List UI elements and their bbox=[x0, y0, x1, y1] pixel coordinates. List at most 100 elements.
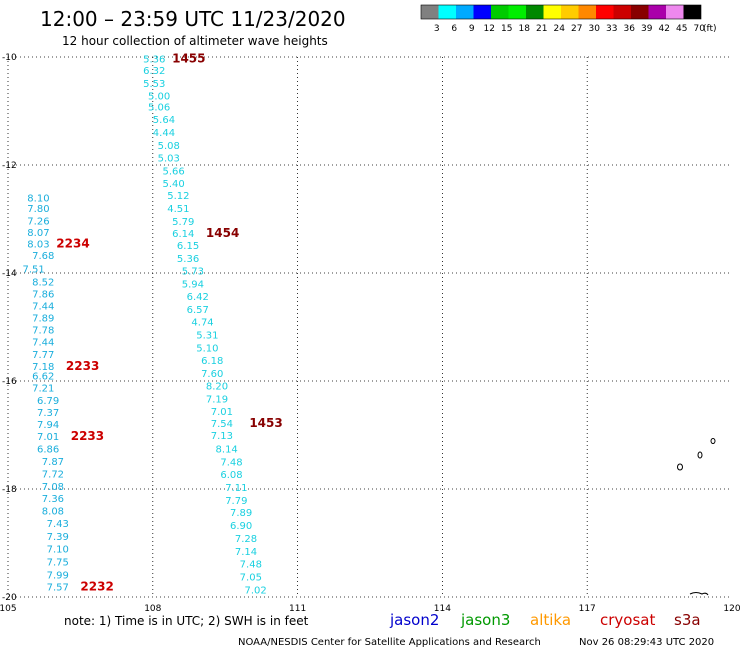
legend-swatch bbox=[613, 5, 631, 19]
wave-height-value: 7.14 bbox=[235, 547, 257, 558]
wave-height-value: 6.32 bbox=[143, 66, 165, 77]
pass-time-labels: 1455 1454 1453 2234 2233 2233 2232 bbox=[56, 52, 282, 594]
legend-swatch bbox=[508, 5, 526, 19]
wave-height-value: 7.44 bbox=[32, 301, 54, 312]
wave-height-value: 7.01 bbox=[37, 432, 59, 443]
satellite-jason2: jason2 bbox=[389, 611, 439, 629]
pass-time-label: 1454 bbox=[206, 226, 239, 240]
legend-swatch bbox=[491, 5, 509, 19]
wave-height-value: 7.08 bbox=[42, 482, 64, 493]
legend-label: 9 bbox=[469, 24, 475, 34]
y-tick-label: -12 bbox=[2, 161, 17, 171]
legend-label: 45 bbox=[676, 24, 687, 34]
footer-note: note: 1) Time is in UTC; 2) SWH is in fe… bbox=[64, 614, 309, 628]
wave-height-value: 7.11 bbox=[225, 483, 247, 494]
legend-swatch bbox=[578, 5, 596, 19]
wave-height-value: 5.36 bbox=[177, 254, 199, 265]
grid bbox=[7, 56, 732, 598]
wave-height-value: 5.53 bbox=[143, 79, 165, 90]
pass-time-label: 1453 bbox=[249, 416, 282, 430]
legend-swatch bbox=[543, 5, 561, 19]
wave-height-value: 7.57 bbox=[47, 583, 69, 594]
y-tick-label: -16 bbox=[2, 377, 17, 387]
wave-height-value: 8.14 bbox=[216, 445, 238, 456]
pass-time-label: 2233 bbox=[66, 359, 99, 373]
y-tick-label: -10 bbox=[2, 53, 17, 63]
wave-height-value: 8.07 bbox=[27, 228, 49, 239]
wave-height-value: 7.18 bbox=[32, 362, 54, 373]
chart-subtitle: 12 hour collection of altimeter wave hei… bbox=[62, 34, 328, 48]
pass-time-label: 2232 bbox=[80, 580, 113, 594]
wave-height-value: 7.99 bbox=[47, 570, 69, 581]
chart-title: 12:00 – 23:59 UTC 11/23/2020 bbox=[40, 7, 346, 31]
wave-height-value: 5.03 bbox=[158, 153, 180, 164]
legend-swatch bbox=[473, 5, 491, 19]
wave-height-value: 4.51 bbox=[167, 204, 189, 215]
x-tick-label: 108 bbox=[144, 604, 161, 614]
wave-height-value: 7.72 bbox=[42, 469, 64, 480]
legend-label: 30 bbox=[589, 24, 601, 34]
wave-height-value: 6.86 bbox=[37, 445, 59, 456]
wave-height-value: 5.66 bbox=[162, 166, 184, 177]
wave-height-value: 7.21 bbox=[32, 383, 54, 394]
wave-height-value: 5.08 bbox=[158, 141, 180, 152]
legend-swatch bbox=[438, 5, 456, 19]
wave-height-value: 5.94 bbox=[182, 279, 204, 290]
wave-height-value: 7.48 bbox=[220, 457, 242, 468]
wave-height-value: 8.20 bbox=[206, 381, 228, 392]
wave-height-value: 5.12 bbox=[167, 191, 189, 202]
wave-height-value: 7.05 bbox=[240, 572, 262, 583]
wave-height-value: 7.78 bbox=[32, 326, 54, 337]
wave-height-value: 5.79 bbox=[172, 217, 194, 228]
satellite-cryosat: cryosat bbox=[600, 611, 655, 629]
pass-time-label: 2234 bbox=[56, 236, 89, 250]
satellite-s3a: s3a bbox=[674, 611, 701, 629]
wave-height-value: 5.36 bbox=[143, 55, 165, 66]
wave-height-value: 7.39 bbox=[47, 532, 69, 543]
y-axis-ticks: -10 -12 -14 -16 -18 -20 bbox=[2, 53, 17, 603]
legend-label: 36 bbox=[624, 24, 636, 34]
legend-label: 12 bbox=[484, 24, 495, 34]
wave-height-value: 7.10 bbox=[47, 544, 69, 555]
wave-height-value: 5.64 bbox=[153, 115, 175, 126]
wave-height-value: 7.77 bbox=[32, 350, 54, 361]
legend-label: 24 bbox=[554, 24, 566, 34]
wave-height-value: 6.57 bbox=[187, 305, 209, 316]
wave-height-value: 6.15 bbox=[177, 241, 199, 252]
wave-height-value: 7.87 bbox=[42, 457, 64, 468]
legend-label: 18 bbox=[519, 24, 531, 34]
legend-swatch bbox=[683, 5, 701, 19]
wave-height-value: 7.02 bbox=[245, 585, 267, 596]
wave-height-value: 7.54 bbox=[211, 419, 233, 430]
wave-height-value: 7.51 bbox=[22, 265, 44, 276]
wave-height-value: 7.28 bbox=[235, 534, 257, 545]
legend-label: 42 bbox=[659, 24, 670, 34]
color-legend: 3 6 9 12 15 18 21 24 27 30 33 36 39 42 45 70(ft) bbox=[420, 4, 717, 34]
wave-height-value: 4.44 bbox=[153, 128, 175, 139]
legend-label: 27 bbox=[571, 24, 582, 34]
wave-height-value: 4.74 bbox=[191, 318, 213, 329]
legend-unit: (ft) bbox=[703, 24, 717, 34]
legend-label: 3 bbox=[434, 24, 440, 34]
wave-height-value: 7.36 bbox=[42, 494, 64, 505]
wave-height-value: 6.14 bbox=[172, 229, 194, 240]
wave-height-value: 6.42 bbox=[187, 292, 209, 303]
legend-label: 6 bbox=[451, 24, 457, 34]
wave-height-value: 7.75 bbox=[47, 557, 69, 568]
legend-swatch bbox=[456, 5, 474, 19]
wave-height-value: 7.26 bbox=[27, 217, 49, 228]
legend-label: 70 bbox=[694, 24, 706, 34]
wave-height-value: 5.10 bbox=[196, 344, 218, 355]
satellite-jason3: jason3 bbox=[460, 611, 510, 629]
islands bbox=[677, 438, 716, 596]
legend-label: 33 bbox=[606, 24, 617, 34]
legend-label: 15 bbox=[501, 24, 512, 34]
footer-credit: NOAA/NESDIS Center for Satellite Applica… bbox=[238, 637, 541, 648]
wave-height-value: 6.90 bbox=[230, 521, 252, 532]
legend-swatch bbox=[561, 5, 579, 19]
wave-height-value: 6.18 bbox=[201, 356, 223, 367]
x-tick-label: 105 bbox=[0, 604, 17, 614]
wave-height-value: 5.40 bbox=[162, 179, 184, 190]
wave-height-value: 8.03 bbox=[27, 239, 49, 250]
wave-height-value: 7.01 bbox=[211, 407, 233, 418]
